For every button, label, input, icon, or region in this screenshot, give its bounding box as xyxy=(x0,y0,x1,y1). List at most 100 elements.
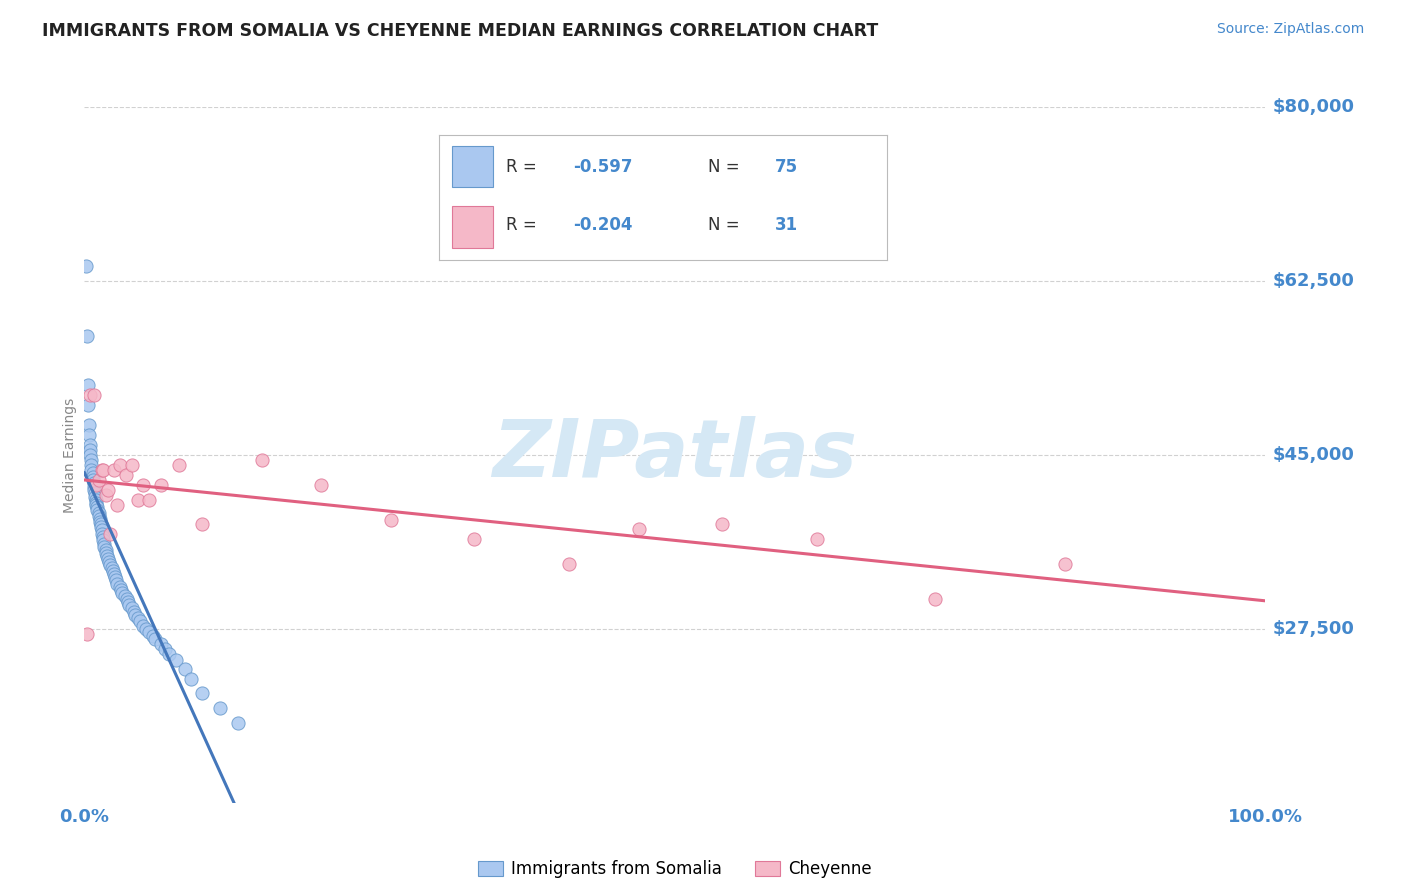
Point xyxy=(121,601,143,615)
Point xyxy=(117,595,139,609)
Point xyxy=(82,466,104,480)
Point xyxy=(83,480,105,494)
Point xyxy=(711,517,734,532)
Point xyxy=(107,577,129,591)
Point xyxy=(83,388,105,402)
Point xyxy=(127,611,149,625)
Point xyxy=(153,641,176,656)
Point xyxy=(250,453,273,467)
Point xyxy=(90,517,112,532)
Point xyxy=(82,473,104,487)
Point xyxy=(557,558,579,572)
Point xyxy=(83,475,105,490)
Point xyxy=(93,541,115,555)
Point xyxy=(150,477,173,491)
Point xyxy=(173,662,195,676)
Point xyxy=(114,589,136,603)
Point xyxy=(75,259,97,273)
Legend: Immigrants from Somalia, Cheyenne: Immigrants from Somalia, Cheyenne xyxy=(471,854,879,885)
Point xyxy=(108,458,131,472)
Point xyxy=(91,463,114,477)
Point xyxy=(79,448,101,462)
Point xyxy=(79,442,101,457)
Point xyxy=(115,592,138,607)
Point xyxy=(142,629,165,643)
Point xyxy=(97,483,120,497)
Point xyxy=(108,580,131,594)
Point xyxy=(100,561,122,575)
Point xyxy=(111,586,134,600)
Text: ZIPatlas: ZIPatlas xyxy=(492,416,858,494)
Point xyxy=(87,506,110,520)
Point xyxy=(138,492,160,507)
Point xyxy=(84,492,107,507)
Point xyxy=(97,552,120,566)
Point xyxy=(101,564,124,578)
Point xyxy=(98,527,121,541)
Point xyxy=(124,607,146,622)
Point xyxy=(180,672,202,686)
Point xyxy=(191,517,214,532)
Text: IMMIGRANTS FROM SOMALIA VS CHEYENNE MEDIAN EARNINGS CORRELATION CHART: IMMIGRANTS FROM SOMALIA VS CHEYENNE MEDI… xyxy=(42,22,879,40)
Text: Source: ZipAtlas.com: Source: ZipAtlas.com xyxy=(1216,22,1364,37)
Text: $80,000: $80,000 xyxy=(1272,98,1354,116)
Point xyxy=(132,619,155,633)
Point xyxy=(89,515,111,529)
Point xyxy=(104,570,127,584)
Point xyxy=(76,627,98,641)
Point xyxy=(94,546,117,560)
Point xyxy=(143,632,166,646)
Point xyxy=(87,508,110,523)
Point xyxy=(132,477,155,491)
Point xyxy=(122,605,145,619)
Text: $62,500: $62,500 xyxy=(1272,272,1354,290)
Point xyxy=(90,520,112,534)
Point xyxy=(80,458,103,472)
Point xyxy=(93,537,115,551)
Text: $27,500: $27,500 xyxy=(1272,620,1354,638)
Point xyxy=(84,498,107,512)
Point xyxy=(103,567,125,582)
Point xyxy=(79,388,101,402)
Point xyxy=(87,473,110,487)
Point xyxy=(110,583,132,598)
Point xyxy=(1053,558,1076,572)
Point xyxy=(103,463,125,477)
Point xyxy=(84,495,107,509)
Point xyxy=(157,647,180,661)
Point xyxy=(98,558,121,573)
Point xyxy=(309,477,332,491)
Point xyxy=(91,527,114,541)
Y-axis label: Median Earnings: Median Earnings xyxy=(63,397,77,513)
Point xyxy=(209,701,232,715)
Point xyxy=(79,438,101,452)
Point xyxy=(105,573,128,587)
Point xyxy=(118,598,141,612)
Point xyxy=(84,485,107,500)
Point xyxy=(80,463,103,477)
Point xyxy=(167,458,190,472)
Point xyxy=(80,453,103,467)
Point xyxy=(84,490,107,504)
Point xyxy=(114,467,136,482)
Point xyxy=(98,555,121,569)
Point xyxy=(86,500,108,514)
Point xyxy=(121,458,143,472)
Point xyxy=(84,477,107,491)
Point xyxy=(91,524,114,538)
Point xyxy=(191,686,214,700)
Point xyxy=(94,488,117,502)
Point xyxy=(89,511,111,525)
Point xyxy=(86,502,108,516)
Point xyxy=(83,483,105,497)
Point xyxy=(463,533,485,547)
Point xyxy=(94,543,117,558)
Point xyxy=(91,463,114,477)
Point xyxy=(806,533,828,547)
Point xyxy=(91,533,114,548)
Point xyxy=(107,498,129,512)
Point xyxy=(96,549,118,564)
Point xyxy=(628,523,651,537)
Point xyxy=(77,428,100,442)
Point xyxy=(77,418,100,433)
